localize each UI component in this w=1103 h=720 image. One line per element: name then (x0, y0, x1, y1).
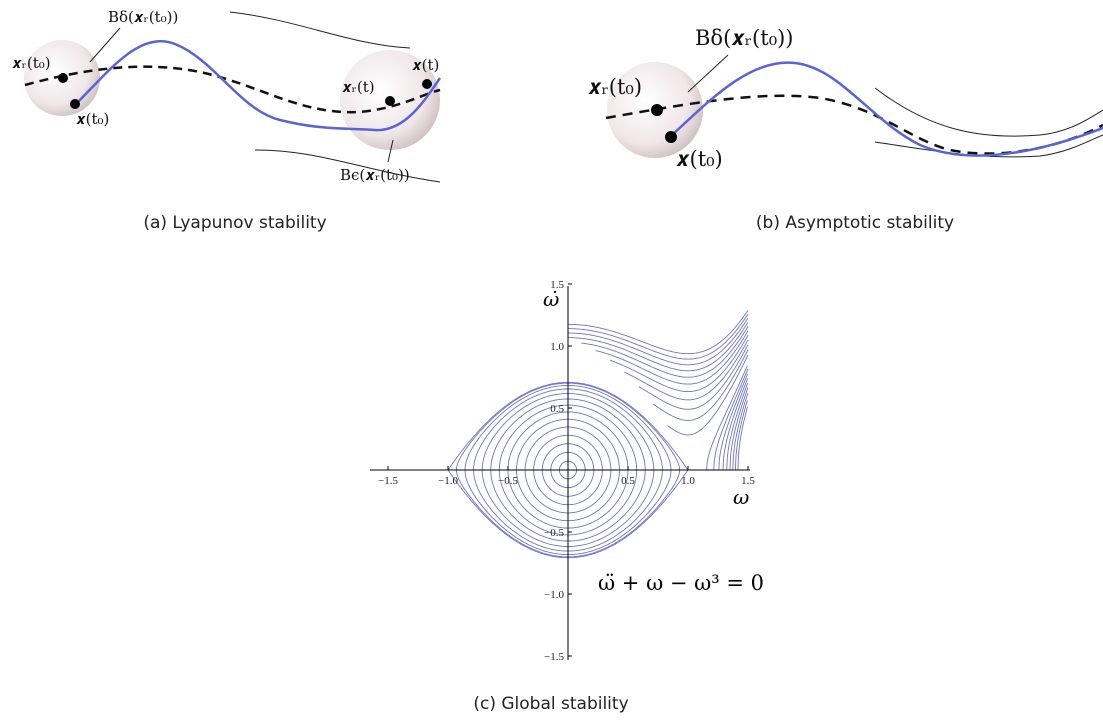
label: Bδ(𝒙ᵣ(t₀)) (108, 8, 178, 26)
y-tick-label: −1.5 (544, 651, 564, 663)
y-tick-label: 0.5 (550, 403, 564, 415)
panel-a: 𝒙ᵣ(t₀) Bδ(𝒙ᵣ(t₀)) 𝒙(t₀) 𝒙ᵣ(t) 𝒙(t) Bϵ(𝒙ᵣ… (12, 8, 442, 233)
point (58, 73, 68, 83)
open-curve (568, 309, 749, 355)
y-tick-label: 1.5 (550, 279, 564, 291)
open-curve (718, 373, 749, 471)
open-curve (729, 387, 749, 471)
label: 𝒙(t₀) (76, 110, 109, 128)
y-axis-label: ω̇ (543, 287, 559, 311)
caption: (a) Lyapunov stability (143, 213, 326, 233)
leader (89, 27, 121, 63)
open-curve (568, 321, 749, 372)
panel-c: ω ω̇ ω̈ + ω − ω³ = 0 (c) Global stabilit… (370, 279, 764, 714)
label: 𝒙(t₀) (676, 147, 723, 171)
equation: ω̈ + ω − ω³ = 0 (598, 571, 764, 595)
y-tick-label: −0.5 (544, 527, 564, 539)
trajectory (669, 61, 1103, 157)
open-curve (722, 378, 749, 471)
open-curve (595, 330, 749, 385)
point (70, 99, 80, 109)
bound-curve (874, 87, 1103, 137)
label: 𝒙ᵣ(t₀) (588, 75, 642, 99)
point (385, 96, 395, 106)
panel-b: Bδ(𝒙ᵣ(t₀)) 𝒙ᵣ(t₀) 𝒙(t₀) (b) Asymptotic s… (588, 26, 1103, 233)
x-tick-label: 1.5 (741, 475, 755, 487)
open-curve (638, 344, 749, 410)
label: 𝒙ᵣ(t) (342, 78, 375, 96)
open-curve (568, 313, 749, 360)
point (422, 79, 432, 89)
y-tick-label: 1.0 (550, 341, 564, 353)
leader (387, 139, 394, 163)
y-tick-label: −1.0 (544, 589, 564, 601)
bound-curve (229, 11, 411, 49)
open-curve (713, 368, 749, 471)
reference-trajectory (24, 65, 441, 114)
x-tick-label: −1.0 (438, 475, 458, 487)
x-tick-label: −0.5 (498, 475, 518, 487)
open-curve (609, 334, 749, 393)
x-tick-label: −1.5 (378, 475, 398, 487)
label: Bδ(𝒙ᵣ(t₀)) (695, 26, 794, 50)
open-curve (581, 326, 749, 378)
trajectory (74, 39, 442, 132)
open-curve (734, 400, 748, 471)
open-curve (568, 317, 749, 366)
bound-curve (254, 149, 441, 183)
leader (687, 54, 729, 93)
open-curve (737, 406, 748, 471)
open-curve (624, 339, 749, 401)
open-curve (732, 393, 749, 471)
caption: (c) Global stability (473, 694, 628, 714)
open-curve (652, 349, 749, 421)
x-axis-label: ω (733, 485, 749, 509)
caption: (b) Asymptotic stability (756, 213, 954, 233)
phase-curves (447, 309, 749, 559)
bound-curve (874, 134, 1103, 158)
label: Bϵ(𝒙ᵣ(t₀)) (340, 166, 410, 184)
point (665, 131, 677, 143)
x-tick-label: 0.5 (621, 475, 635, 487)
label: 𝒙ᵣ(t₀) (12, 54, 51, 72)
point (651, 104, 663, 116)
label: 𝒙(t) (412, 56, 439, 74)
open-curve (706, 365, 748, 471)
open-curve (667, 354, 749, 436)
open-curve (726, 382, 749, 471)
x-tick-label: 1.0 (681, 475, 695, 487)
